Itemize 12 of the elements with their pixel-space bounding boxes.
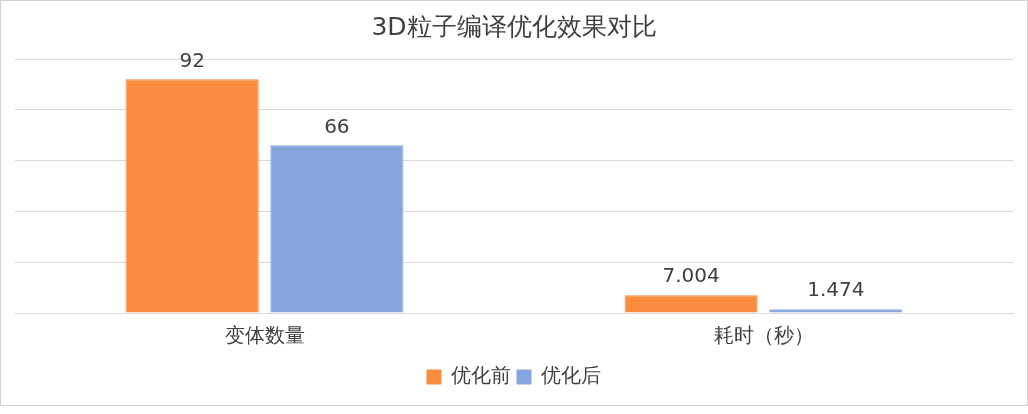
data-label: 66 [324,113,350,138]
chart-title: 3D粒子编译优化效果对比 [371,11,657,41]
data-label: 7.004 [662,263,720,288]
bar [125,79,259,313]
x-tick-label: 变体数量 [224,323,305,348]
bar [270,145,404,313]
legend-label: 优化前 [451,363,511,388]
data-label: 92 [179,47,205,72]
x-tick-label: 耗时（秒） [713,323,814,348]
data-label: 1.474 [807,277,865,302]
legend-label: 优化后 [541,363,601,388]
bar [624,295,758,313]
